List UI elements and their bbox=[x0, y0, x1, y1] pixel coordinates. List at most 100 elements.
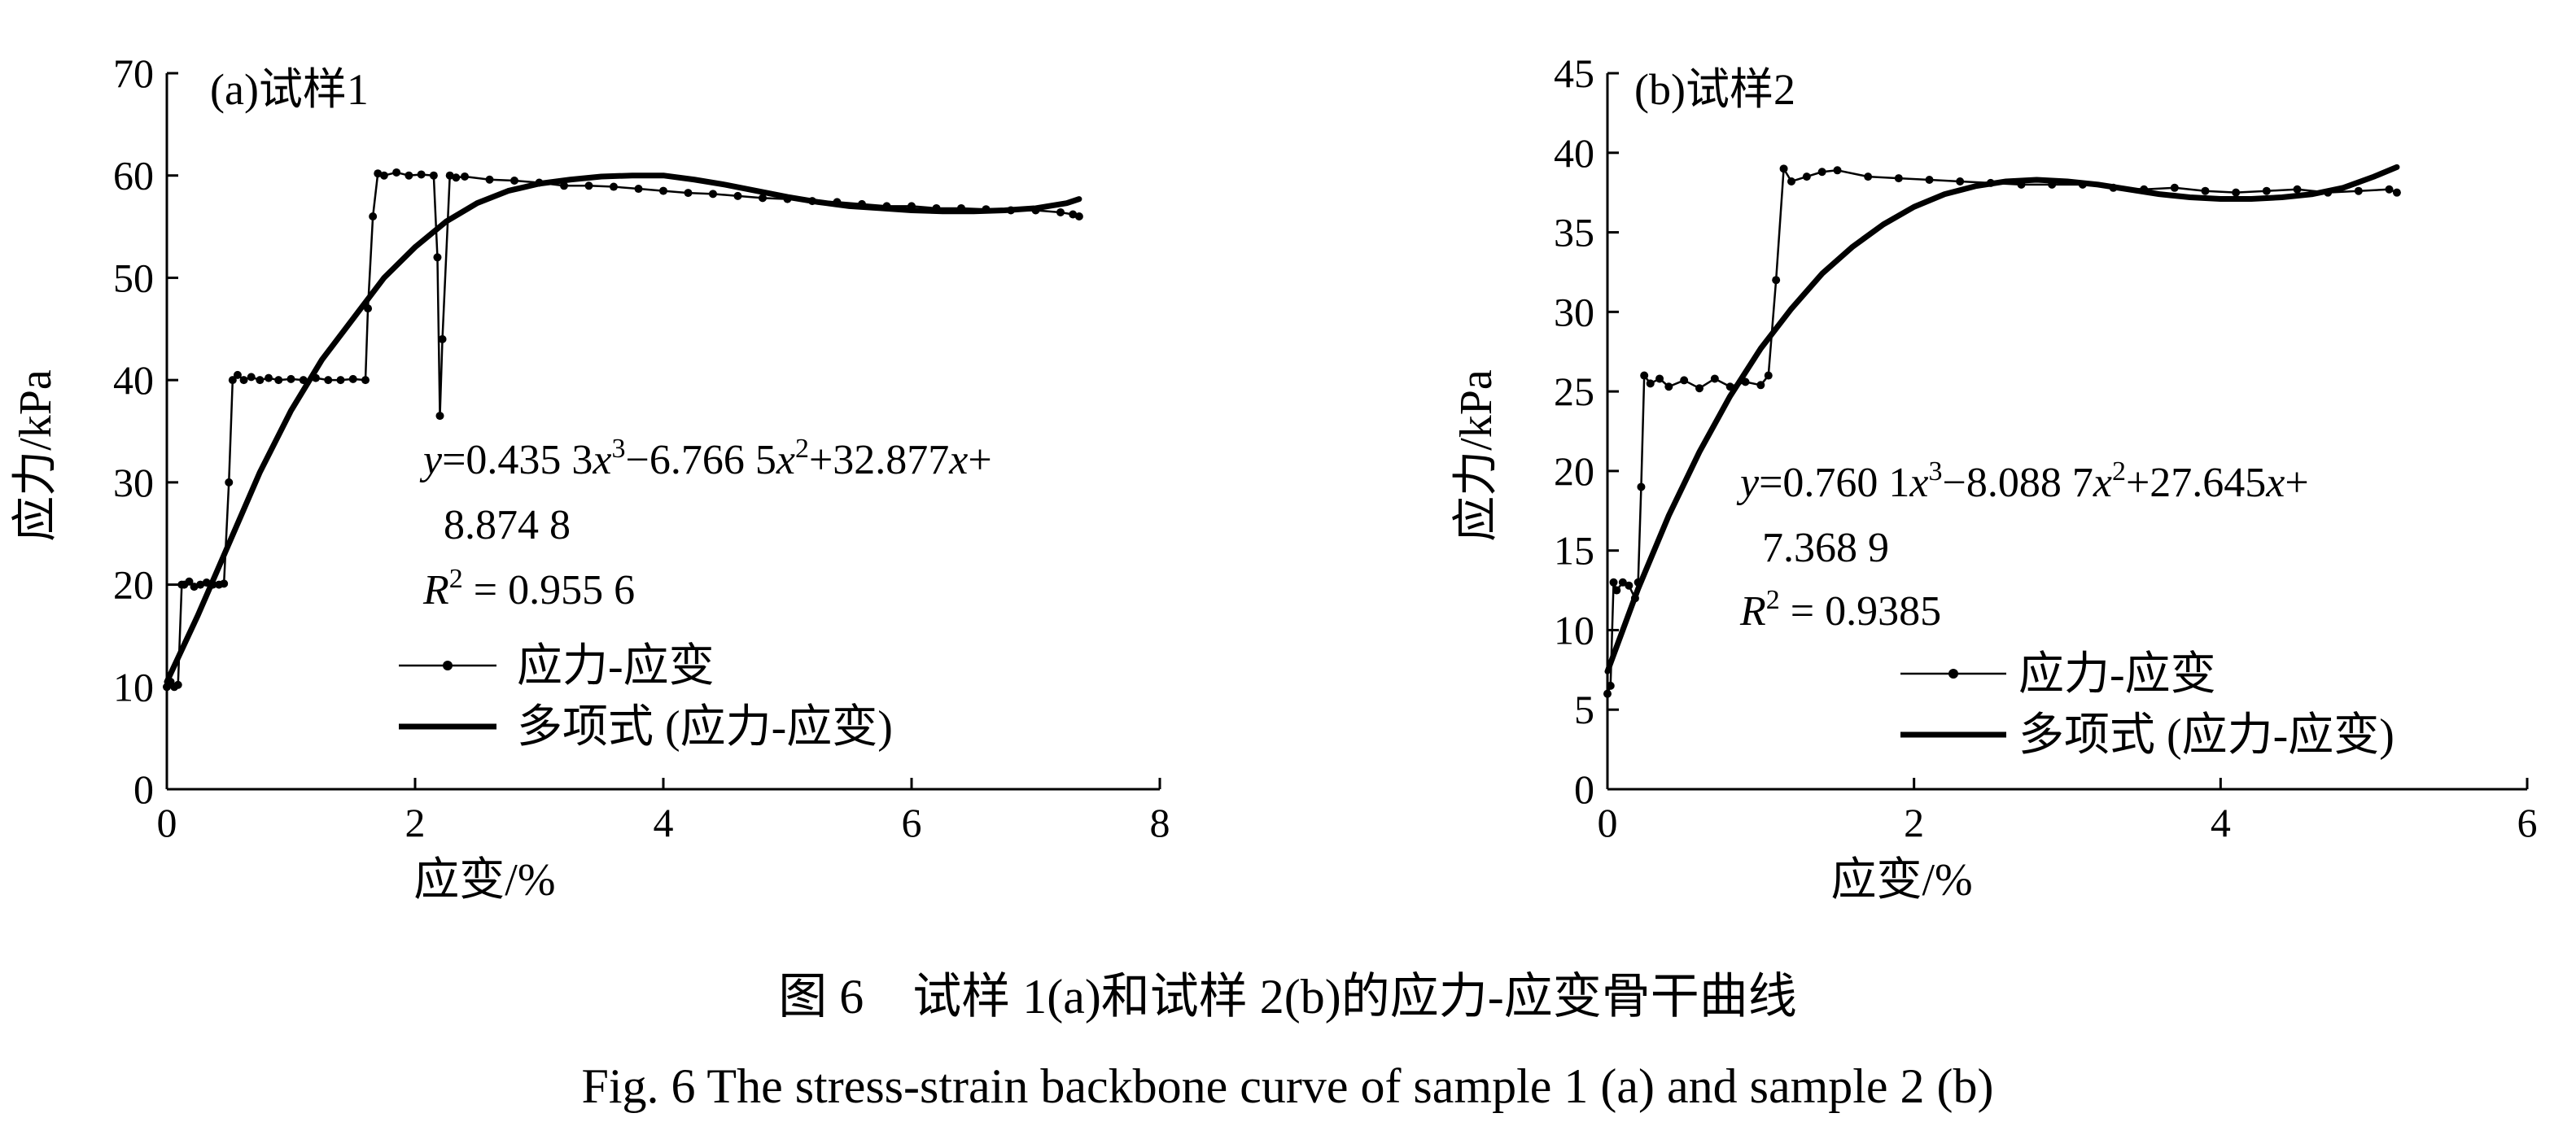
panel-label-b: (b)试样2 bbox=[1634, 65, 1795, 114]
legend-label-trend-b: 多项式 (应力-应变) bbox=[2018, 710, 2394, 761]
data-point-a bbox=[220, 579, 229, 588]
trend-equation-line2-a: 8.874 8 bbox=[444, 502, 571, 548]
r-value: = 0.955 6 bbox=[463, 567, 635, 613]
x-tick-label-b-0: 0 bbox=[1598, 800, 1618, 845]
data-point-a bbox=[435, 412, 444, 421]
data-point-b bbox=[1655, 374, 1664, 383]
trend-equation-line2-b: 7.368 9 bbox=[1762, 525, 1889, 571]
equation-part: + bbox=[968, 437, 991, 483]
y-tick-label-b-15: 15 bbox=[1554, 528, 1594, 574]
data-point-a bbox=[239, 376, 248, 385]
data-point-a bbox=[247, 373, 256, 382]
y-tick-label-a-30: 30 bbox=[113, 460, 154, 505]
data-point-a bbox=[684, 189, 693, 198]
data-point-a bbox=[274, 376, 283, 385]
data-point-b bbox=[1802, 172, 1811, 181]
legend-label-trend-a: 多项式 (应力-应变) bbox=[517, 702, 893, 753]
data-point-b bbox=[1772, 276, 1781, 285]
data-point-a bbox=[709, 190, 717, 199]
data-point-a bbox=[433, 253, 442, 262]
data-point-a bbox=[759, 194, 767, 203]
equation-part: y bbox=[419, 437, 443, 483]
data-point-b bbox=[1606, 681, 1615, 690]
data-point-a bbox=[417, 170, 426, 179]
trend-equation-b: y=0.760 1x3−8.088 7x2+27.645x+ bbox=[1736, 456, 2309, 506]
data-point-a bbox=[452, 173, 461, 182]
data-point-a bbox=[560, 181, 568, 190]
data-point-a bbox=[286, 374, 295, 383]
x-tick-label-a-0: 0 bbox=[157, 800, 177, 845]
data-point-a bbox=[610, 182, 618, 191]
data-point-a bbox=[659, 186, 667, 195]
data-point-b bbox=[2170, 183, 2179, 192]
data-point-b bbox=[1680, 376, 1689, 385]
data-point-b bbox=[2232, 188, 2241, 197]
equation-part: =0.435 3 bbox=[442, 437, 593, 483]
data-point-b bbox=[1609, 578, 1618, 587]
equation-part: 3 bbox=[1929, 456, 1943, 487]
y-tick-label-b-45: 45 bbox=[1554, 50, 1594, 96]
equation-part: +32.877 bbox=[809, 437, 949, 483]
r-sup: 2 bbox=[449, 564, 463, 594]
equation-part: x bbox=[948, 437, 968, 483]
data-point-b bbox=[2201, 186, 2210, 195]
data-point-a bbox=[190, 583, 199, 592]
x-axis-title-a: 应变/% bbox=[413, 855, 555, 906]
data-point-a bbox=[196, 580, 205, 589]
data-point-b bbox=[1779, 164, 1788, 173]
data-point-a bbox=[233, 370, 242, 379]
data-point-a bbox=[438, 334, 447, 343]
equation-part: x bbox=[1909, 460, 1928, 506]
data-point-a bbox=[405, 171, 413, 180]
y-tick-label-a-40: 40 bbox=[113, 357, 154, 403]
data-point-a bbox=[374, 169, 383, 178]
figure-caption-en: Fig. 6 The stress-strain backbone curve … bbox=[581, 1059, 1993, 1113]
data-point-a bbox=[256, 376, 265, 385]
y-tick-label-a-70: 70 bbox=[113, 50, 154, 96]
data-point-b bbox=[1925, 176, 1934, 185]
equation-part: x bbox=[2265, 460, 2285, 506]
x-axis-title-b: 应变/% bbox=[1830, 855, 1972, 906]
data-point-a bbox=[379, 171, 388, 180]
y-tick-label-a-10: 10 bbox=[113, 664, 154, 709]
trend-line-b bbox=[1604, 164, 2400, 674]
legend-marker-data-b bbox=[1948, 669, 1958, 679]
r-squared-a: R2 = 0.955 6 bbox=[422, 564, 635, 613]
data-point-a bbox=[336, 376, 345, 385]
y-tick-label-b-35: 35 bbox=[1554, 210, 1594, 255]
equation-part: 2 bbox=[2112, 456, 2126, 487]
equation-part: =0.760 1 bbox=[1759, 460, 1909, 506]
data-point-b bbox=[1603, 689, 1612, 698]
data-point-b bbox=[1787, 177, 1795, 186]
data-point-b bbox=[1646, 379, 1655, 388]
data-point-b bbox=[2293, 185, 2302, 194]
data-point-a bbox=[225, 478, 234, 487]
x-tick-label-a-2: 2 bbox=[405, 800, 426, 845]
data-point-a bbox=[584, 181, 593, 190]
data-point-b bbox=[2385, 185, 2394, 194]
equation-part: 2 bbox=[795, 434, 809, 464]
data-point-b bbox=[1710, 374, 1719, 383]
data-point-a bbox=[392, 168, 401, 177]
trend-equation-a: y=0.435 3x3−6.766 5x2+32.877x+ bbox=[419, 434, 992, 483]
data-point-a bbox=[1069, 210, 1078, 219]
data-point-a bbox=[461, 172, 469, 181]
y-tick-label-a-50: 50 bbox=[113, 255, 154, 300]
y-tick-label-b-25: 25 bbox=[1554, 369, 1594, 414]
data-point-a bbox=[361, 376, 370, 385]
r-symbol: R bbox=[422, 567, 449, 613]
data-point-b bbox=[1764, 371, 1773, 380]
data-point-b bbox=[1833, 166, 1842, 175]
x-tick-label-a-4: 4 bbox=[654, 800, 674, 845]
data-point-a bbox=[173, 680, 182, 689]
x-tick-label-b-6: 6 bbox=[2517, 800, 2538, 845]
data-point-b bbox=[1894, 174, 1903, 183]
r-symbol: R bbox=[1739, 588, 1766, 635]
data-point-a bbox=[485, 175, 494, 184]
y-tick-label-b-5: 5 bbox=[1574, 687, 1594, 732]
y-tick-label-b-40: 40 bbox=[1554, 130, 1594, 176]
data-point-b bbox=[1695, 384, 1703, 393]
y-tick-label-a-0: 0 bbox=[133, 766, 154, 812]
